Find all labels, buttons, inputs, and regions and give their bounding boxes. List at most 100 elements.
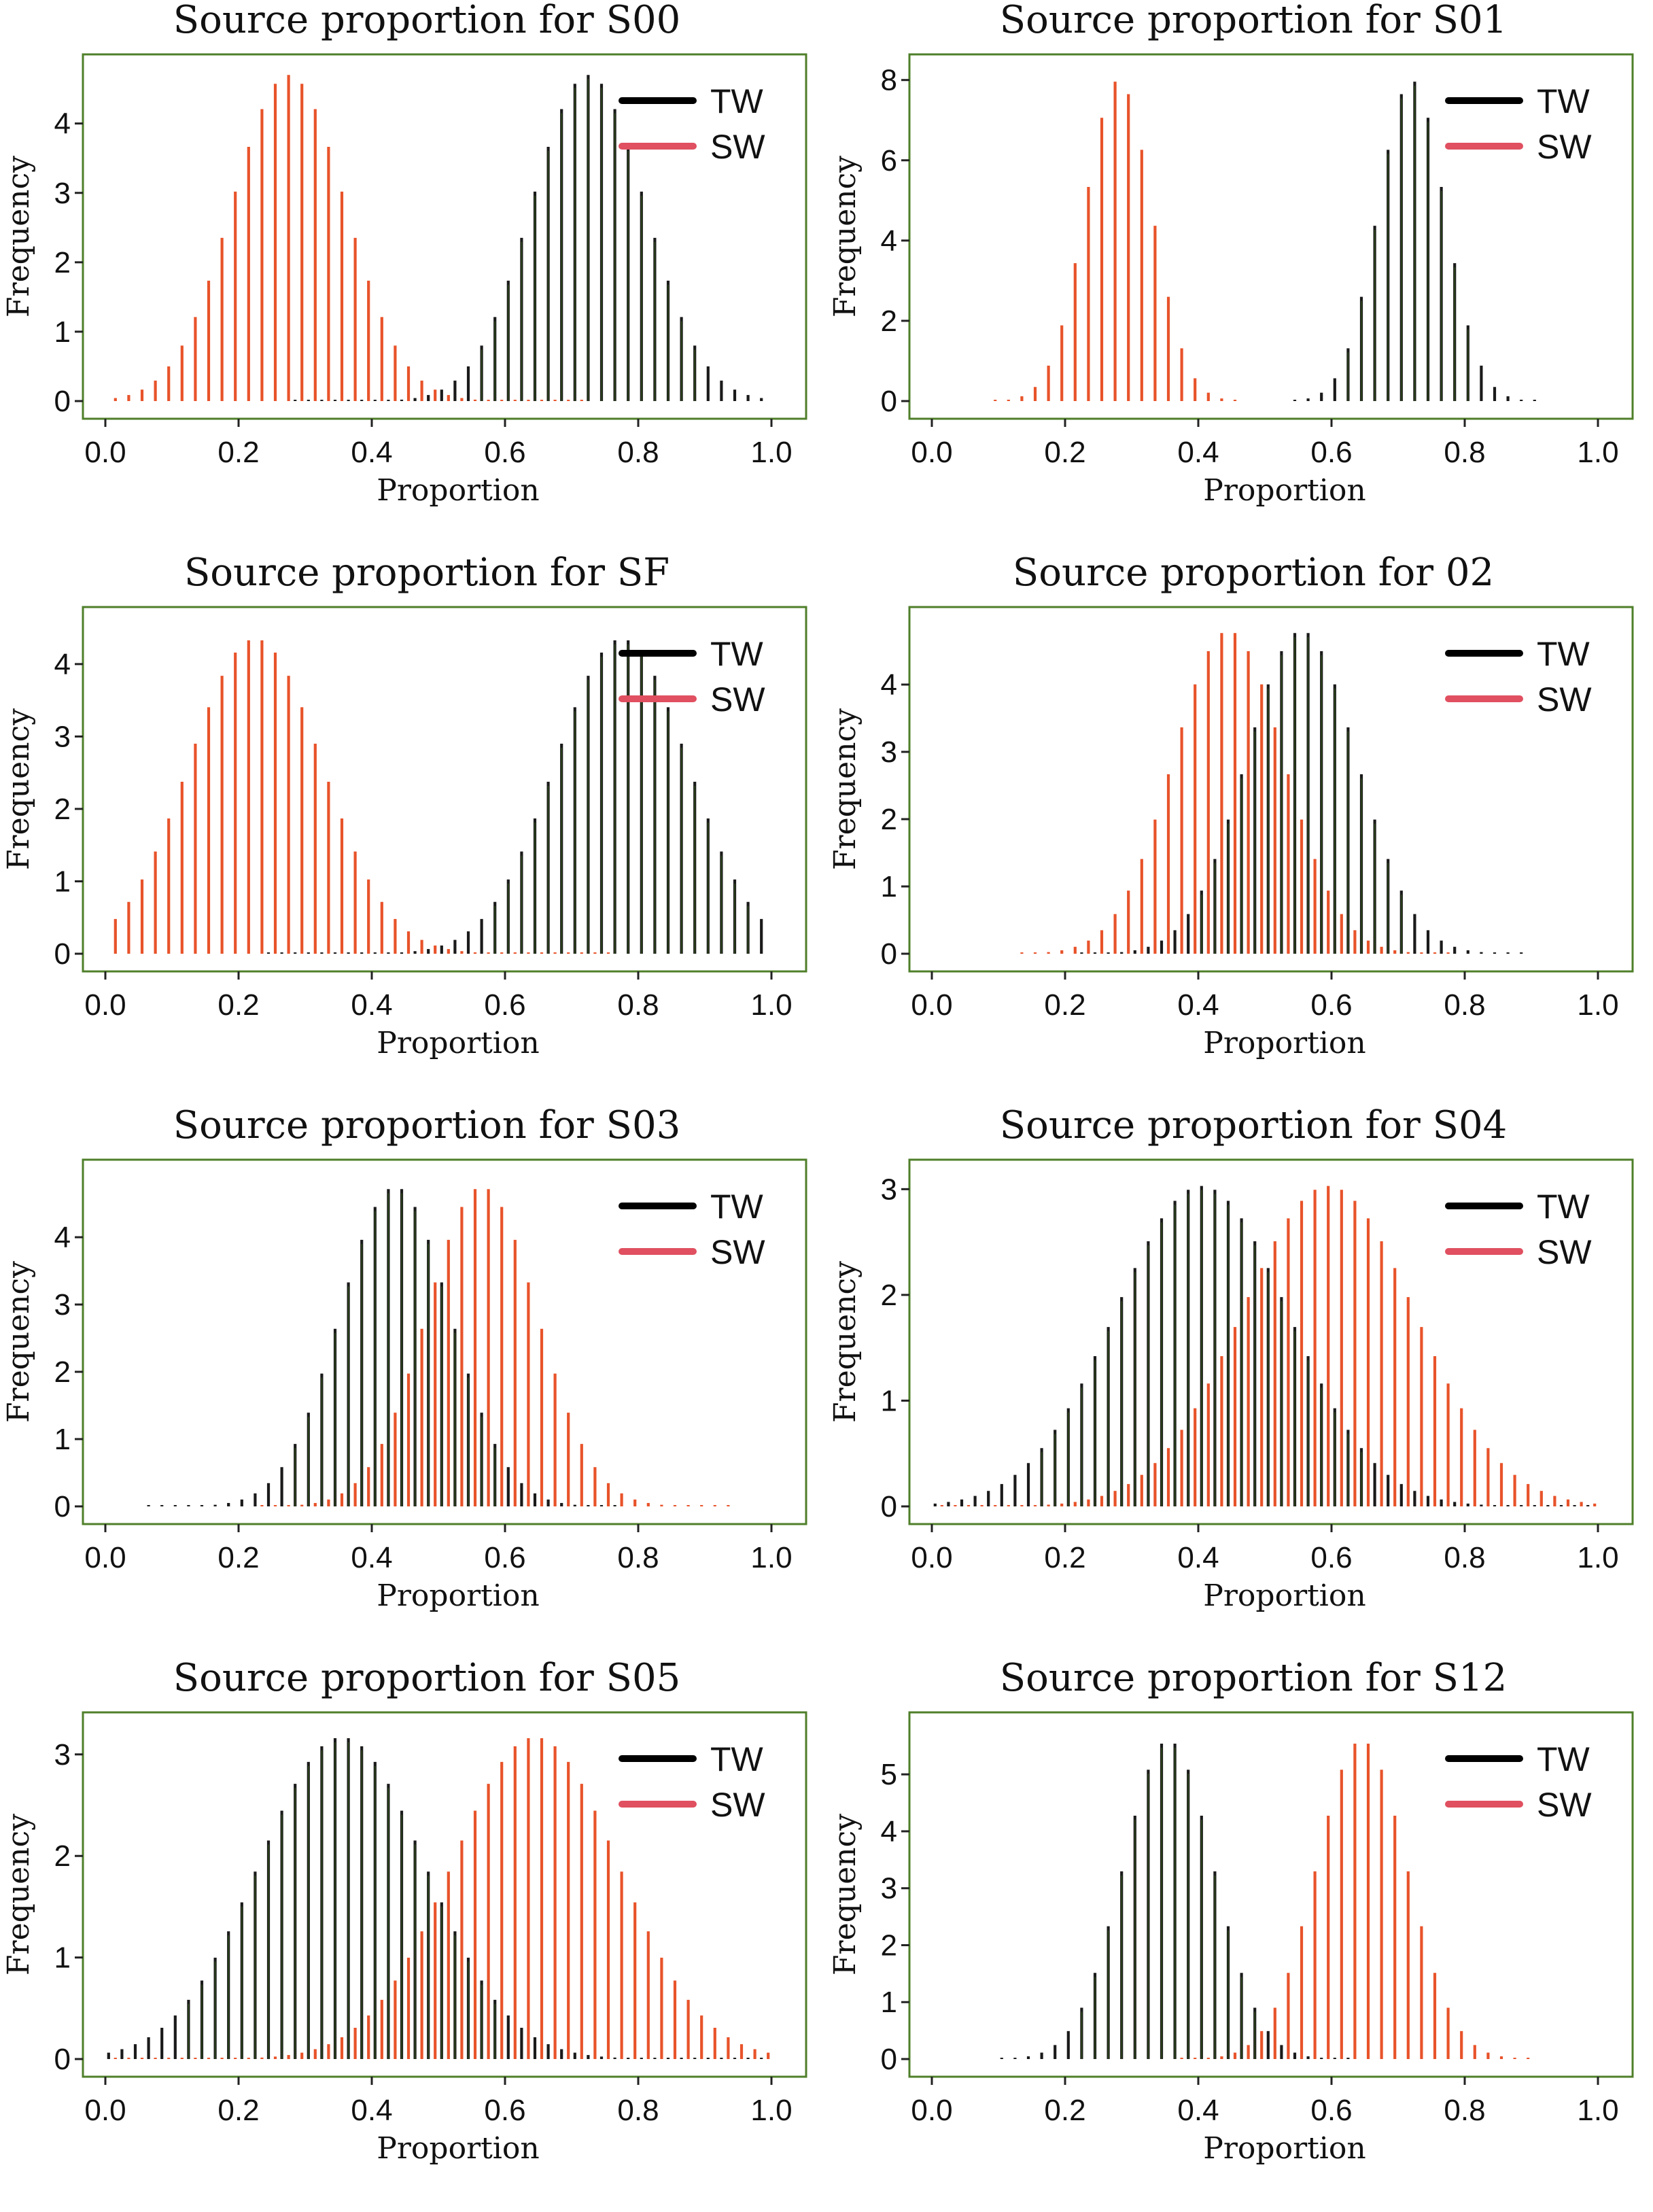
- legend-sw-label: SW: [1537, 128, 1592, 166]
- plot-frame: [82, 606, 807, 973]
- y-axis-label: Frequency: [1, 708, 36, 870]
- x-tick-label: 0.6: [1310, 436, 1352, 469]
- x-tick-label: 0.0: [911, 2094, 952, 2127]
- legend-tw-label: TW: [1537, 1188, 1590, 1226]
- y-tick-label: 1: [881, 1384, 897, 1417]
- x-tick-label: 0.8: [1444, 436, 1485, 469]
- chart-title: Source proportion for 02: [1013, 551, 1494, 595]
- plot-frame: [908, 1711, 1634, 2078]
- x-tick-label: 0.6: [1310, 2094, 1352, 2127]
- legend-tw-label: TW: [710, 1740, 764, 1778]
- y-axis-label: Frequency: [1, 1814, 36, 1975]
- plot-frame: [82, 53, 807, 420]
- chart-title: Source proportion for S05: [173, 1656, 681, 1700]
- y-tick-label: 2: [881, 305, 897, 338]
- chart-panel: Source proportion for 02 0 1 2 3 4 0.0 0.2 0.4 0.…: [826, 551, 1653, 1105]
- y-tick-label: 2: [54, 246, 71, 279]
- plot-frame: [908, 53, 1634, 420]
- chart-title: Source proportion for S12: [1000, 1656, 1508, 1700]
- y-axis-label: Frequency: [1, 1261, 36, 1423]
- plot-frame: [82, 1711, 807, 2078]
- x-tick-label: 1.0: [750, 2094, 792, 2127]
- y-tick-label: 2: [54, 793, 71, 826]
- y-tick-label: 0: [54, 2043, 71, 2076]
- x-tick-label: 0.6: [484, 2094, 525, 2127]
- x-tick-label: 0.4: [351, 988, 392, 1022]
- x-tick-label: 0.6: [484, 988, 525, 1022]
- chart-title: Source proportion for S01: [1000, 0, 1508, 42]
- y-tick-label: 4: [54, 107, 71, 141]
- y-tick-label: 3: [54, 720, 71, 753]
- x-axis-label: Proportion: [377, 1026, 539, 1060]
- legend-sw-label: SW: [1537, 680, 1592, 719]
- x-axis-label: Proportion: [377, 1578, 539, 1613]
- y-tick-label: 0: [54, 385, 71, 418]
- x-tick-label: 0.2: [218, 2094, 259, 2127]
- histogram-chart: Source proportion for SF 0 1 2 3 4 0.0 0.2 0.4 0.…: [1, 551, 807, 1060]
- x-tick-label: 0.6: [484, 436, 525, 469]
- y-tick-label: 4: [881, 1815, 897, 1848]
- y-tick-label: 1: [54, 315, 71, 349]
- histogram-chart: Source proportion for S05 0 1 2 3 0.0 0.2 0.4 0.…: [1, 1656, 807, 2166]
- x-tick-label: 0.4: [1177, 436, 1219, 469]
- chart-panel: Source proportion for S00 0 1 2 3 4 0.0 0.2 0.4 0…: [0, 0, 826, 553]
- x-tick-label: 0.6: [484, 1541, 525, 1574]
- legend-tw-label: TW: [1537, 82, 1590, 120]
- legend-sw-label: SW: [1537, 1786, 1592, 1824]
- chart-panel: Source proportion for S12 0 1 2 3 4 5 0.0 0.2 0.4…: [826, 1656, 1653, 2211]
- x-axis-label: Proportion: [1203, 1578, 1365, 1613]
- x-tick-label: 0.4: [351, 2094, 392, 2127]
- y-tick-label: 4: [54, 1221, 71, 1254]
- x-tick-label: 0.2: [218, 436, 259, 469]
- x-tick-label: 0.2: [218, 988, 259, 1022]
- legend-tw-label: TW: [710, 82, 764, 120]
- x-tick-label: 0.2: [1044, 988, 1085, 1022]
- x-tick-label: 1.0: [1577, 988, 1618, 1022]
- x-tick-label: 1.0: [1577, 436, 1618, 469]
- y-tick-label: 6: [881, 144, 897, 177]
- y-tick-label: 0: [881, 1490, 897, 1523]
- chart-panel: Source proportion for S01 0 2 4 6 8 0.0 0.2 0.4 0…: [826, 0, 1653, 553]
- legend-tw-label: TW: [710, 1188, 764, 1226]
- x-tick-label: 0.2: [218, 1541, 259, 1574]
- x-axis-label: Proportion: [377, 473, 539, 508]
- y-tick-label: 1: [54, 1941, 71, 1975]
- y-tick-label: 4: [881, 668, 897, 702]
- y-tick-label: 0: [881, 2043, 897, 2076]
- chart-title: Source proportion for SF: [184, 551, 669, 595]
- legend-sw-label: SW: [710, 128, 765, 166]
- x-tick-label: 1.0: [750, 988, 792, 1022]
- x-tick-label: 0.0: [911, 436, 952, 469]
- histogram-chart: Source proportion for S01 0 2 4 6 8 0.0 0.2 0.4 0…: [828, 0, 1634, 508]
- y-axis-label: Frequency: [828, 1814, 863, 1975]
- histogram-chart: Source proportion for S03 0 1 2 3 4 0.0 0.2 0.4 0…: [1, 1103, 807, 1613]
- y-axis-label: Frequency: [1, 156, 36, 317]
- y-tick-label: 0: [54, 1490, 71, 1523]
- histogram-chart: Source proportion for S04 0 1 2 3 0.0 0.2 0.4 0.…: [828, 1103, 1634, 1613]
- histogram-chart: Source proportion for S12 0 1 2 3 4 5 0.0 0.2 0.4…: [828, 1656, 1634, 2166]
- x-tick-label: 0.4: [1177, 1541, 1219, 1574]
- x-tick-label: 1.0: [750, 436, 792, 469]
- x-axis-label: Proportion: [377, 2131, 539, 2166]
- x-tick-label: 0.6: [1310, 1541, 1352, 1574]
- x-tick-label: 0.8: [1444, 988, 1485, 1022]
- y-axis-label: Frequency: [828, 156, 863, 317]
- x-tick-label: 0.8: [617, 436, 659, 469]
- legend-sw-label: SW: [710, 1233, 765, 1271]
- x-tick-label: 0.2: [1044, 1541, 1085, 1574]
- plot-frame: [908, 1158, 1634, 1525]
- x-tick-label: 0.4: [351, 1541, 392, 1574]
- x-tick-label: 0.0: [911, 988, 952, 1022]
- x-tick-label: 0.4: [1177, 988, 1219, 1022]
- y-tick-label: 2: [881, 1929, 897, 1962]
- x-tick-label: 0.0: [84, 436, 126, 469]
- y-tick-label: 1: [881, 870, 897, 903]
- x-tick-label: 0.8: [617, 988, 659, 1022]
- chart-title: Source proportion for S00: [173, 0, 681, 42]
- y-tick-label: 1: [54, 1423, 71, 1456]
- chart-title: Source proportion for S04: [1000, 1103, 1508, 1147]
- x-tick-label: 0.0: [84, 988, 126, 1022]
- x-tick-label: 1.0: [750, 1541, 792, 1574]
- legend-tw-label: TW: [1537, 1740, 1590, 1778]
